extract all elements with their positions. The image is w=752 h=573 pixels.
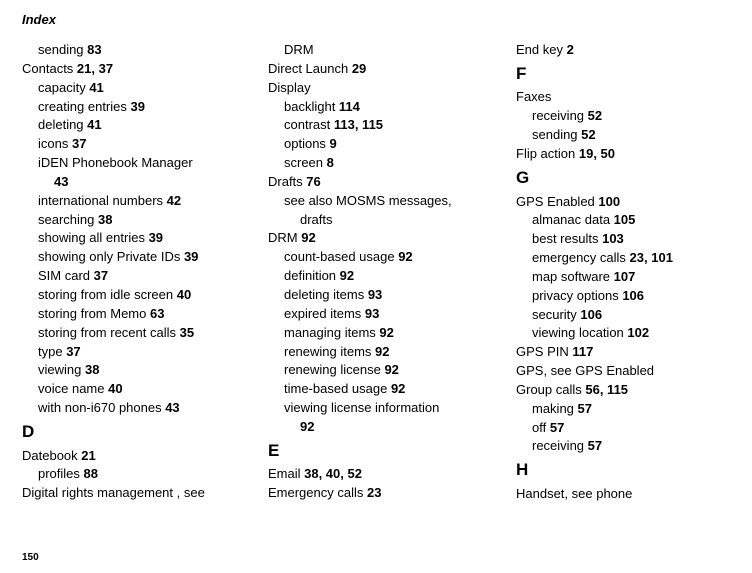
- index-entry: End key 2: [516, 41, 726, 60]
- index-entry: contrast 113, 115: [284, 116, 516, 135]
- index-entry: showing only Private IDs 39: [38, 248, 268, 267]
- index-entry-wrap: 92: [300, 418, 516, 437]
- index-entry: with non-i670 phones 43: [38, 399, 268, 418]
- index-entry: GPS Enabled 100: [516, 193, 726, 212]
- index-entry: Datebook 21: [22, 447, 268, 466]
- index-entry: SIM card 37: [38, 267, 268, 286]
- index-entry: Group calls 56, 115: [516, 381, 726, 400]
- section-letter-d: D: [22, 420, 268, 445]
- column-2: DRM Direct Launch 29 Display backlight 1…: [268, 41, 516, 504]
- index-entry: Handset, see phone: [516, 485, 726, 504]
- index-entry: iDEN Phonebook Manager: [38, 154, 268, 173]
- index-entry: privacy options 106: [532, 287, 726, 306]
- index-entry: time-based usage 92: [284, 380, 516, 399]
- index-entry: security 106: [532, 306, 726, 325]
- column-1: sending 83 Contacts 21, 37 capacity 41 c…: [22, 41, 268, 504]
- index-entry: viewing license information: [284, 399, 516, 418]
- index-entry: searching 38: [38, 211, 268, 230]
- index-entry: showing all entries 39: [38, 229, 268, 248]
- index-entry: GPS, see GPS Enabled: [516, 362, 726, 381]
- index-entry: Drafts 76: [268, 173, 516, 192]
- index-entry: storing from recent calls 35: [38, 324, 268, 343]
- page-number: 150: [22, 552, 39, 563]
- index-entry: sending 52: [532, 126, 726, 145]
- index-entry: expired items 93: [284, 305, 516, 324]
- index-entry: capacity 41: [38, 79, 268, 98]
- index-entry: viewing location 102: [532, 324, 726, 343]
- index-entry: receiving 52: [532, 107, 726, 126]
- index-entry: emergency calls 23, 101: [532, 249, 726, 268]
- index-entry: Flip action 19, 50: [516, 145, 726, 164]
- index-entry: Email 38, 40, 52: [268, 465, 516, 484]
- index-entry: Contacts 21, 37: [22, 60, 268, 79]
- index-entry: storing from Memo 63: [38, 305, 268, 324]
- index-entry: GPS PIN 117: [516, 343, 726, 362]
- index-entry: Direct Launch 29: [268, 60, 516, 79]
- index-columns: sending 83 Contacts 21, 37 capacity 41 c…: [22, 41, 730, 504]
- index-entry: count-based usage 92: [284, 248, 516, 267]
- index-entry: deleting 41: [38, 116, 268, 135]
- index-entry: storing from idle screen 40: [38, 286, 268, 305]
- index-entry: options 9: [284, 135, 516, 154]
- index-entry: screen 8: [284, 154, 516, 173]
- index-entry-wrap: 43: [54, 173, 268, 192]
- index-entry: type 37: [38, 343, 268, 362]
- index-entry: Emergency calls 23: [268, 484, 516, 503]
- index-entry: DRM 92: [268, 229, 516, 248]
- index-entry: Faxes: [516, 88, 726, 107]
- section-letter-e: E: [268, 439, 516, 464]
- index-entry: definition 92: [284, 267, 516, 286]
- index-entry-wrap: drafts: [300, 211, 516, 230]
- index-entry: deleting items 93: [284, 286, 516, 305]
- index-entry: best results 103: [532, 230, 726, 249]
- index-entry: Display: [268, 79, 516, 98]
- index-entry: viewing 38: [38, 361, 268, 380]
- section-letter-f: F: [516, 62, 726, 87]
- index-entry: voice name 40: [38, 380, 268, 399]
- index-entry: map software 107: [532, 268, 726, 287]
- index-entry: off 57: [532, 419, 726, 438]
- column-3: End key 2 F Faxes receiving 52 sending 5…: [516, 41, 726, 504]
- index-entry: making 57: [532, 400, 726, 419]
- index-entry: backlight 114: [284, 98, 516, 117]
- index-entry: international numbers 42: [38, 192, 268, 211]
- index-entry: creating entries 39: [38, 98, 268, 117]
- index-entry: sending 83: [38, 41, 268, 60]
- index-entry: receiving 57: [532, 437, 726, 456]
- index-entry: managing items 92: [284, 324, 516, 343]
- index-header: Index: [22, 12, 730, 27]
- index-entry: icons 37: [38, 135, 268, 154]
- index-entry: Digital rights management , see: [22, 484, 268, 503]
- index-entry: renewing license 92: [284, 361, 516, 380]
- index-entry: see also MOSMS messages,: [284, 192, 516, 211]
- index-entry: renewing items 92: [284, 343, 516, 362]
- index-entry: almanac data 105: [532, 211, 726, 230]
- index-entry: DRM: [284, 41, 516, 60]
- section-letter-h: H: [516, 458, 726, 483]
- index-entry: profiles 88: [38, 465, 268, 484]
- section-letter-g: G: [516, 166, 726, 191]
